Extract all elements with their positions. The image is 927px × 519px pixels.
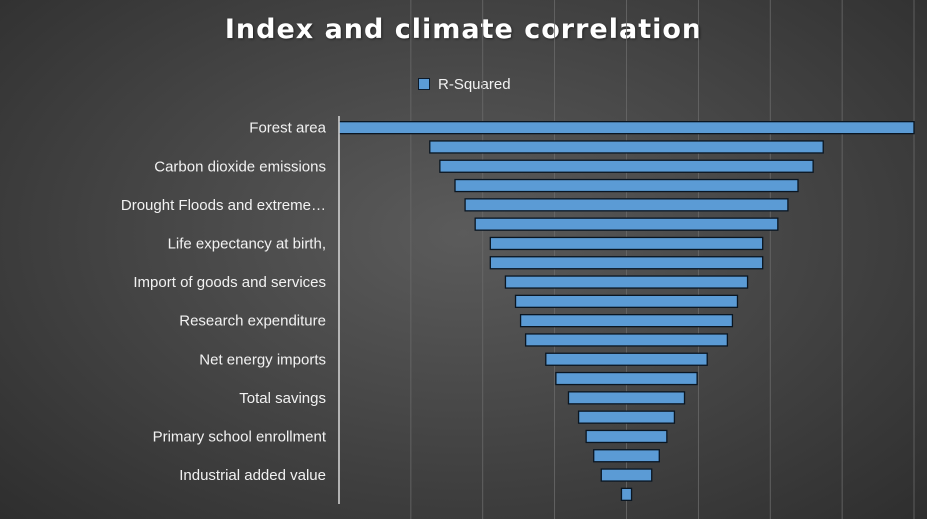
category-label: Import of goods and services — [133, 274, 326, 291]
bar — [620, 487, 633, 502]
legend-swatch — [418, 78, 430, 90]
bar — [489, 236, 764, 251]
bar — [555, 371, 698, 386]
bar — [585, 429, 668, 444]
category-label: Total savings — [239, 390, 326, 407]
category-label: Net energy imports — [199, 351, 326, 368]
legend-label: R-Squared — [438, 75, 511, 93]
bar — [600, 468, 653, 482]
category-label: Industrial added value — [179, 467, 326, 484]
bar — [567, 391, 686, 405]
legend: R-Squared — [418, 74, 511, 94]
bar — [464, 198, 789, 212]
bar — [514, 294, 739, 309]
category-label: Forest area — [249, 120, 326, 137]
bar — [429, 140, 824, 154]
bar — [454, 178, 799, 193]
category-label: Carbon dioxide emissions — [154, 158, 326, 175]
bar — [474, 217, 779, 231]
category-label: Drought Floods and extreme… — [121, 197, 326, 214]
bar — [545, 352, 708, 366]
category-label: Primary school enrollment — [153, 428, 327, 445]
bar — [439, 159, 814, 173]
category-label: Life expectancy at birth, — [168, 235, 326, 252]
bar — [489, 256, 764, 270]
category-label: Research expenditure — [179, 313, 326, 330]
bar — [338, 121, 915, 135]
bar — [577, 410, 676, 424]
bar — [593, 449, 660, 463]
bar — [519, 313, 734, 328]
bar — [524, 333, 729, 347]
chart-title: Index and climate correlation — [224, 14, 703, 45]
bar — [504, 275, 749, 289]
